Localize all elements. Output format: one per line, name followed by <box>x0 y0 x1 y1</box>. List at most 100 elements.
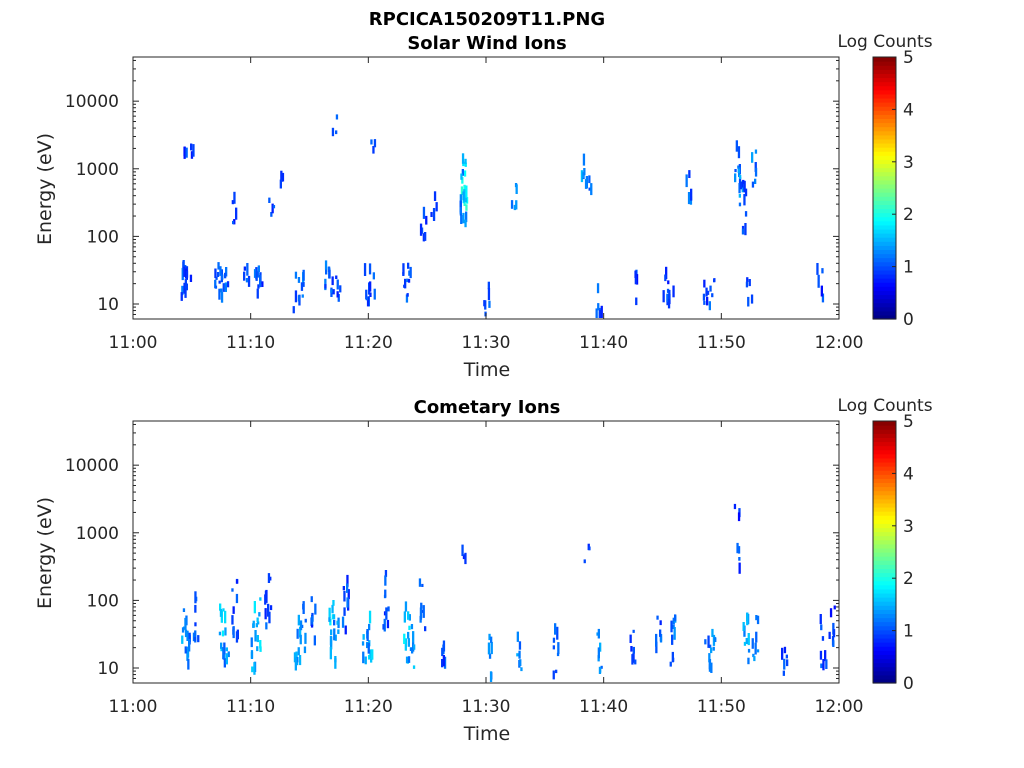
data-cell <box>488 300 491 308</box>
colorbar-segment <box>873 445 896 451</box>
data-cell <box>706 297 709 306</box>
colorbar-segment <box>873 588 896 594</box>
data-cell <box>404 278 407 289</box>
data-cell <box>222 608 225 612</box>
colorbar-segment <box>873 216 896 222</box>
colorbar-segment <box>873 147 896 152</box>
data-cell <box>182 608 186 612</box>
colorbar-segment <box>873 474 896 479</box>
data-cell <box>820 624 823 631</box>
data-cell <box>192 632 196 642</box>
data-cell <box>256 288 259 299</box>
x-tick-label: 11:20 <box>344 333 393 353</box>
data-cell <box>582 153 586 166</box>
data-cell <box>369 649 372 659</box>
data-cell <box>597 628 600 639</box>
colorbar-segment <box>873 159 896 165</box>
y-tick-label: 10 <box>97 659 119 679</box>
data-cell <box>220 291 224 303</box>
x-axis-label: Time <box>463 359 511 381</box>
data-cell <box>703 300 706 305</box>
data-cell <box>655 641 658 654</box>
data-cell <box>297 647 300 656</box>
colorbar-segment <box>873 126 896 132</box>
colorbar-segment <box>873 310 896 316</box>
data-cell <box>738 562 741 574</box>
data-cell <box>235 579 239 584</box>
colorbar-segment <box>873 662 896 668</box>
colorbar-segment <box>873 278 896 283</box>
data-cell <box>183 265 186 277</box>
data-cell <box>408 614 411 621</box>
data-cell <box>821 636 825 641</box>
data-cell <box>243 271 246 281</box>
colorbar-segment <box>873 167 896 173</box>
data-cell <box>739 181 743 190</box>
data-cell <box>214 279 217 289</box>
data-cell <box>251 666 254 673</box>
data-cell <box>336 279 339 290</box>
data-cell <box>419 223 423 236</box>
data-cell <box>432 217 436 221</box>
y-tick-label: 10000 <box>65 456 119 476</box>
colorbar-segment <box>873 490 896 496</box>
data-cell <box>365 297 369 301</box>
data-cell <box>688 170 691 178</box>
data-cell <box>188 632 191 645</box>
data-cell <box>409 647 413 651</box>
data-cell <box>751 638 754 649</box>
colorbar-segment <box>873 597 896 602</box>
data-cell <box>738 557 741 561</box>
data-cell <box>490 636 493 643</box>
data-cell <box>231 615 234 625</box>
data-cell <box>710 647 713 654</box>
data-cell <box>227 651 230 658</box>
colorbar-segment <box>873 196 896 201</box>
data-cell <box>267 603 270 617</box>
data-cell <box>747 657 750 665</box>
data-cell <box>383 618 386 632</box>
data-cell <box>490 641 493 655</box>
data-cell <box>335 275 338 279</box>
data-cell <box>180 292 183 301</box>
data-cell <box>487 281 490 290</box>
data-cell <box>185 283 188 291</box>
data-cell <box>256 646 259 652</box>
colorbar-tick-label: 2 <box>903 569 914 589</box>
data-cell <box>328 607 331 619</box>
data-cell <box>520 667 523 672</box>
data-cell <box>270 212 273 217</box>
data-cell <box>216 272 220 277</box>
data-cell <box>297 277 301 283</box>
data-cell <box>819 650 823 660</box>
data-cell <box>344 625 347 635</box>
data-cell <box>711 628 714 637</box>
data-cell <box>366 629 369 641</box>
data-cell <box>370 658 373 663</box>
data-cell <box>738 194 741 198</box>
data-cell <box>403 633 406 644</box>
colorbar-segment <box>873 502 896 508</box>
data-cell <box>674 614 677 621</box>
data-cell <box>817 274 820 288</box>
data-cell <box>406 278 409 283</box>
data-cell <box>259 597 262 601</box>
data-cell <box>387 606 390 612</box>
colorbar-tick-label: 5 <box>903 412 914 432</box>
data-cell <box>421 583 424 587</box>
colorbar-segment <box>873 282 896 287</box>
data-cell <box>744 188 748 197</box>
data-cell <box>407 638 410 647</box>
data-cell <box>743 194 746 206</box>
data-cell <box>220 642 223 649</box>
data-cell <box>183 282 186 294</box>
data-cell <box>301 294 304 298</box>
data-cell <box>299 626 302 638</box>
colorbar-label: Log Counts <box>837 32 932 52</box>
data-cell <box>552 637 556 643</box>
data-cell <box>265 622 268 630</box>
data-cell <box>733 503 737 510</box>
colorbar-segment <box>873 228 896 234</box>
data-cell <box>372 272 375 280</box>
